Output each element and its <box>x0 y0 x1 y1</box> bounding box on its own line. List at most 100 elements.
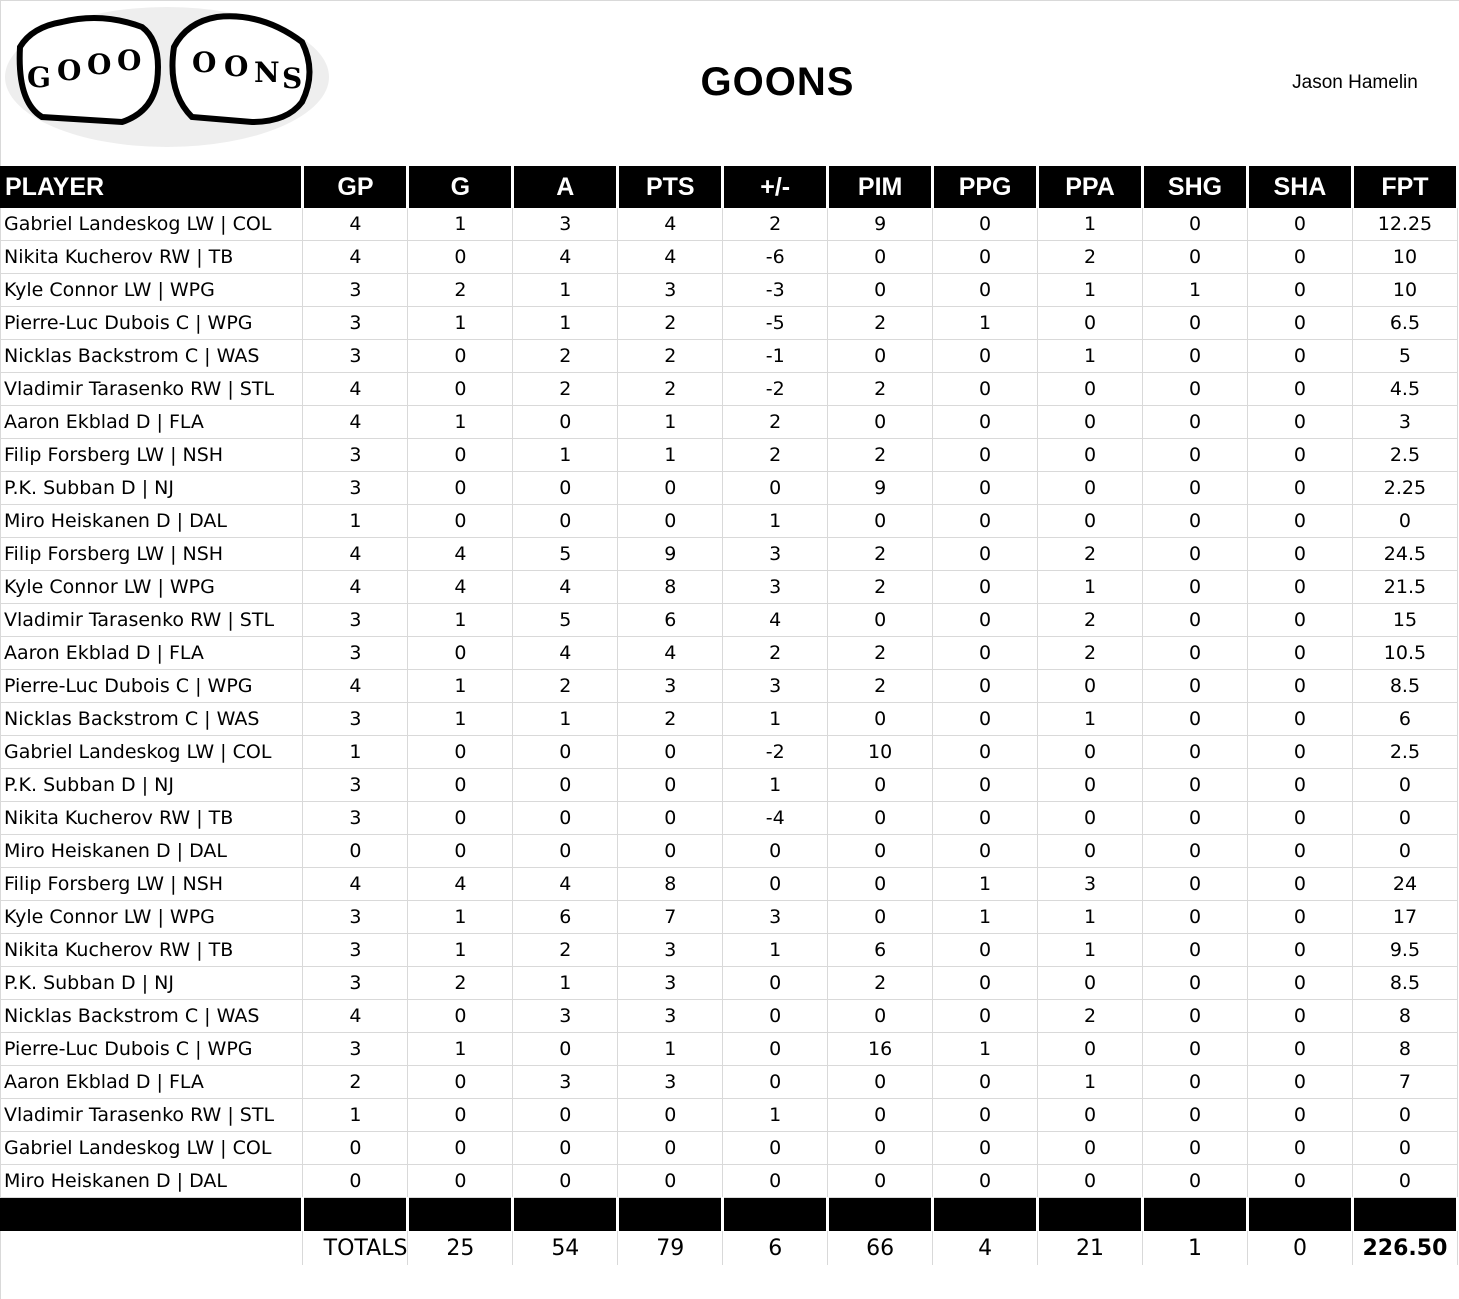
ppa-cell: 0 <box>1037 834 1144 868</box>
gp-cell: 3 <box>302 471 409 505</box>
separator-cell <box>302 1197 410 1231</box>
plus-minus-cell: -6 <box>722 240 829 274</box>
gp-cell: 0 <box>302 1131 409 1165</box>
plus-minus-cell: -5 <box>722 306 829 340</box>
separator-cell <box>617 1197 725 1231</box>
total-plus-minus: 6 <box>722 1231 829 1265</box>
g-cell: 0 <box>407 636 514 670</box>
table-row: P.K. Subban D | NJ 3 2 1 3 0 2 0 0 0 0 8.5 <box>0 966 1459 1000</box>
g-cell: 0 <box>407 1098 514 1132</box>
plus-minus-cell: 3 <box>722 669 829 703</box>
pim-cell: 2 <box>827 966 934 1000</box>
g-cell: 1 <box>407 669 514 703</box>
sha-cell: 0 <box>1247 339 1353 373</box>
pts-cell: 4 <box>617 240 724 274</box>
total-pim: 66 <box>827 1231 934 1265</box>
g-cell: 0 <box>407 768 514 802</box>
sha-cell: 0 <box>1247 603 1353 637</box>
shg-cell: 0 <box>1142 867 1248 901</box>
pts-cell: 3 <box>617 273 724 307</box>
table-row: Miro Heiskanen D | DAL 1 0 0 0 1 0 0 0 0 0 0 <box>0 504 1459 538</box>
gp-cell: 0 <box>302 1164 409 1198</box>
sha-cell: 0 <box>1247 999 1353 1033</box>
pim-cell: 9 <box>827 208 934 241</box>
fpt-cell: 10.5 <box>1352 636 1459 670</box>
gp-cell: 3 <box>302 900 409 934</box>
pts-cell: 7 <box>617 900 724 934</box>
shg-cell: 1 <box>1142 273 1248 307</box>
a-cell: 3 <box>512 208 619 241</box>
gp-cell: 2 <box>302 1065 409 1099</box>
a-cell: 1 <box>512 306 619 340</box>
sha-cell: 0 <box>1247 933 1353 967</box>
player-cell: P.K. Subban D | NJ <box>0 768 304 802</box>
sha-cell: 0 <box>1247 768 1353 802</box>
column-header-sha: SHA <box>1247 166 1354 208</box>
svg-text:S: S <box>282 62 302 95</box>
svg-text:O: O <box>224 50 248 83</box>
g-cell: 1 <box>407 306 514 340</box>
ppg-cell: 0 <box>932 1098 1039 1132</box>
shg-cell: 0 <box>1142 636 1248 670</box>
pts-cell: 0 <box>617 1098 724 1132</box>
gp-cell: 4 <box>302 570 409 604</box>
shg-cell: 0 <box>1142 306 1248 340</box>
g-cell: 0 <box>407 801 514 835</box>
table-row: Vladimir Tarasenko RW | STL 1 0 0 0 1 0 0 0 0 0 0 <box>0 1098 1459 1132</box>
pts-cell: 0 <box>617 1164 724 1198</box>
pim-cell: 6 <box>827 933 934 967</box>
player-cell: Miro Heiskanen D | DAL <box>0 1164 304 1198</box>
ppg-cell: 0 <box>932 933 1039 967</box>
separator-cell <box>1037 1197 1145 1231</box>
total-g: 25 <box>407 1231 514 1265</box>
total-ppa: 21 <box>1037 1231 1144 1265</box>
sha-cell: 0 <box>1247 834 1353 868</box>
shg-cell: 0 <box>1142 1131 1248 1165</box>
ppa-cell: 1 <box>1037 208 1144 241</box>
plus-minus-cell: 0 <box>722 1032 829 1066</box>
gp-cell: 4 <box>302 208 409 241</box>
plus-minus-cell: 0 <box>722 867 829 901</box>
separator-cell <box>512 1197 620 1231</box>
ppa-cell: 0 <box>1037 1164 1144 1198</box>
pim-cell: 0 <box>827 504 934 538</box>
sha-cell: 0 <box>1247 669 1353 703</box>
player-cell: Aaron Ekblad D | FLA <box>0 405 304 439</box>
sha-cell: 0 <box>1247 1131 1353 1165</box>
player-cell: Filip Forsberg LW | NSH <box>0 438 304 472</box>
ppg-cell: 0 <box>932 801 1039 835</box>
g-cell: 1 <box>407 405 514 439</box>
column-header-g: G <box>407 166 515 208</box>
plus-minus-cell: 2 <box>722 438 829 472</box>
player-cell: Gabriel Landeskog LW | COL <box>0 1131 304 1165</box>
gp-cell: 3 <box>302 438 409 472</box>
g-cell: 1 <box>407 702 514 736</box>
pim-cell: 0 <box>827 1164 934 1198</box>
ppg-cell: 0 <box>932 438 1039 472</box>
pim-cell: 0 <box>827 801 934 835</box>
sha-cell: 0 <box>1247 471 1353 505</box>
player-cell: Nikita Kucherov RW | TB <box>0 933 304 967</box>
ppg-cell: 0 <box>932 1065 1039 1099</box>
pts-cell: 0 <box>617 1131 724 1165</box>
a-cell: 2 <box>512 339 619 373</box>
a-cell: 2 <box>512 933 619 967</box>
fpt-cell: 2.25 <box>1352 471 1459 505</box>
g-cell: 2 <box>407 966 514 1000</box>
fpt-cell: 8.5 <box>1352 669 1459 703</box>
fpt-cell: 8 <box>1352 1032 1459 1066</box>
svg-text:O: O <box>87 48 111 81</box>
pts-cell: 3 <box>617 966 724 1000</box>
gp-cell: 3 <box>302 273 409 307</box>
shg-cell: 0 <box>1142 768 1248 802</box>
ppg-cell: 0 <box>932 372 1039 406</box>
pts-cell: 6 <box>617 603 724 637</box>
fpt-cell: 10 <box>1352 273 1459 307</box>
ppa-cell: 2 <box>1037 636 1144 670</box>
a-cell: 0 <box>512 405 619 439</box>
fpt-cell: 0 <box>1352 801 1459 835</box>
fpt-cell: 15 <box>1352 603 1459 637</box>
fpt-cell: 10 <box>1352 240 1459 274</box>
gp-cell: 3 <box>302 966 409 1000</box>
sha-cell: 0 <box>1247 966 1353 1000</box>
